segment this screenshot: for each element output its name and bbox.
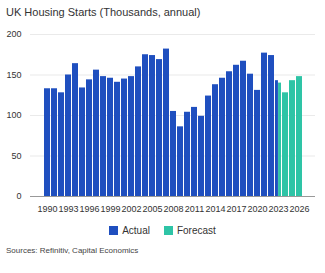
html-text:Sources: Refinitiv, Capital Ec: Sources: Refinitiv, Capital Economics — [6, 246, 139, 255]
svg-text:2014: 2014 — [205, 204, 225, 214]
svg-text:2008: 2008 — [163, 204, 183, 214]
svg-text:2020: 2020 — [247, 204, 267, 214]
svg-text:2023: 2023 — [268, 204, 288, 214]
svg-text:200: 200 — [6, 29, 21, 39]
svg-text:2017: 2017 — [226, 204, 246, 214]
svg-text:0: 0 — [16, 191, 21, 201]
svg-text:1999: 1999 — [100, 204, 120, 214]
svg-text:2002: 2002 — [121, 204, 141, 214]
svg-text:150: 150 — [6, 70, 21, 80]
svg-text:1996: 1996 — [79, 204, 99, 214]
svg-text:50: 50 — [11, 151, 21, 161]
html-text:Forecast: Forecast — [176, 224, 216, 236]
svg-text:2005: 2005 — [142, 204, 162, 214]
svg-text:2011: 2011 — [185, 204, 204, 214]
html-text:Actual: Actual — [122, 224, 150, 236]
html-text:UK Housing Starts (Thousands,: UK Housing Starts (Thousands, annual) — [6, 6, 201, 18]
svg-text:2026: 2026 — [289, 204, 309, 214]
svg-text:1993: 1993 — [58, 204, 78, 214]
svg-text:100: 100 — [6, 110, 21, 120]
svg-text:1990: 1990 — [37, 204, 57, 214]
